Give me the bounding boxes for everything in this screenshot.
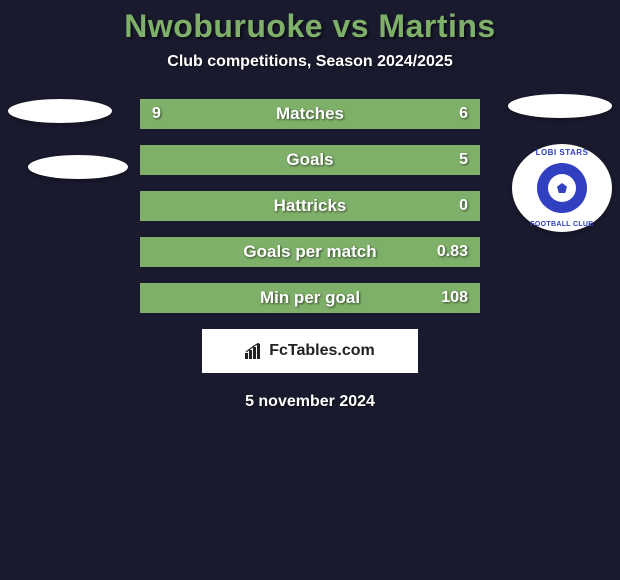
avatar-placeholder-head (8, 99, 112, 123)
stat-right-value: 5 (459, 151, 468, 169)
stat-right-value: 0 (459, 197, 468, 215)
football-icon (548, 174, 576, 202)
stat-row-goals: Goals 5 (140, 145, 480, 175)
stat-label: Min per goal (260, 288, 360, 308)
page-title: Nwoburuoke vs Martins (0, 8, 620, 45)
brand-text: FcTables.com (269, 342, 375, 360)
comparison-area: LOBI STARS FOOTBALL CLUB 9 Matches 6 Goa… (0, 99, 620, 411)
page-subtitle: Club competitions, Season 2024/2025 (0, 53, 620, 71)
stat-label: Goals per match (243, 242, 376, 262)
stat-row-goals-per-match: Goals per match 0.83 (140, 237, 480, 267)
stat-label: Hattricks (274, 196, 347, 216)
stat-right-value: 6 (459, 105, 468, 123)
club-name-top: LOBI STARS (512, 148, 612, 157)
comparison-widget: Nwoburuoke vs Martins Club competitions,… (0, 0, 620, 411)
brand-box[interactable]: FcTables.com (202, 329, 418, 373)
stat-right-value: 0.83 (437, 243, 468, 261)
stat-row-min-per-goal: Min per goal 108 (140, 283, 480, 313)
stat-label: Matches (276, 104, 344, 124)
stat-row-matches: 9 Matches 6 (140, 99, 480, 129)
player-left-avatar (8, 99, 128, 179)
stat-left-value: 9 (152, 105, 161, 123)
player-right-avatar: LOBI STARS FOOTBALL CLUB (508, 94, 612, 232)
stat-right-value: 108 (441, 289, 468, 307)
bar-chart-icon (245, 343, 265, 359)
club-name-bottom: FOOTBALL CLUB (512, 221, 612, 228)
stat-label: Goals (286, 150, 333, 170)
date-text: 5 november 2024 (0, 393, 620, 411)
club-badge-inner (537, 163, 587, 213)
avatar-placeholder-body (28, 155, 128, 179)
avatar-placeholder-head (508, 94, 612, 118)
stat-row-hattricks: Hattricks 0 (140, 191, 480, 221)
stat-rows: 9 Matches 6 Goals 5 Hattricks 0 Goals pe… (140, 99, 480, 313)
club-badge: LOBI STARS FOOTBALL CLUB (512, 144, 612, 232)
